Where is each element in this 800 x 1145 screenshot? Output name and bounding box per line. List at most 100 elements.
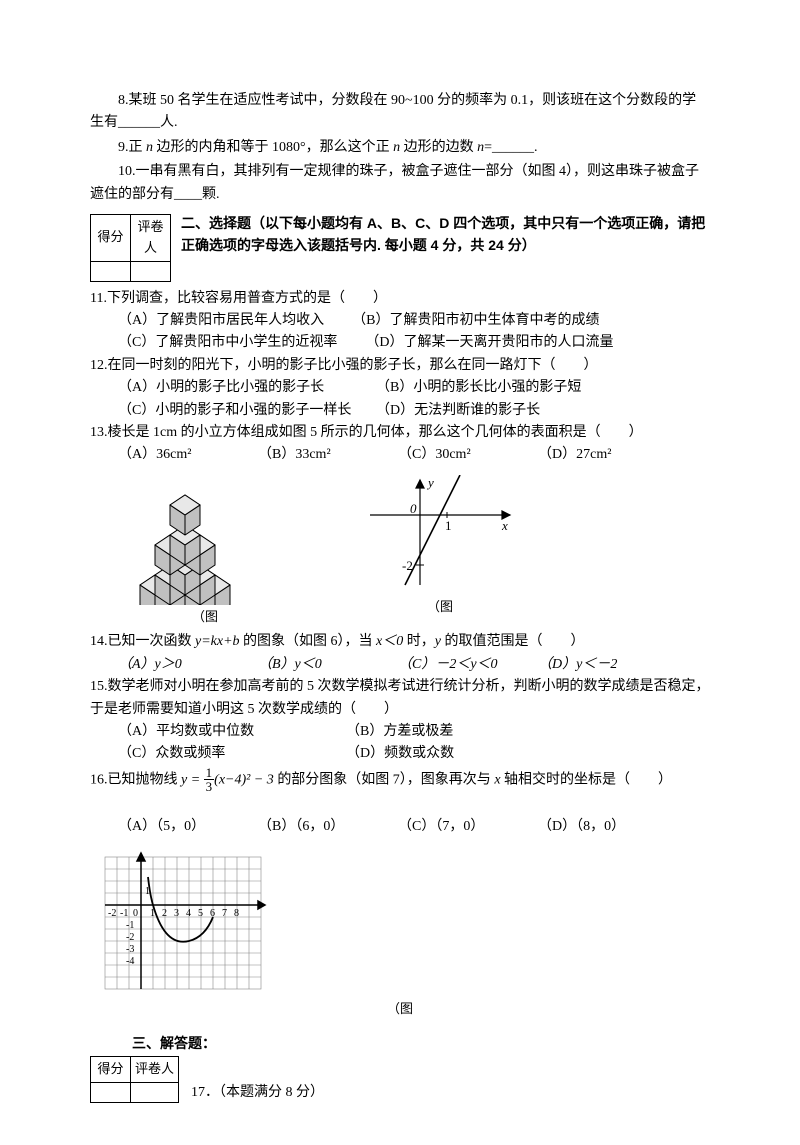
score-header-2: 评卷人: [131, 214, 171, 261]
q13-c: （C）30cm²: [398, 444, 538, 466]
q14-post: 时，: [403, 634, 435, 649]
figure-row-5-6: （图 0 1 x y -2 （图: [130, 475, 710, 628]
q9-n1: n: [146, 140, 153, 155]
figure-6: 0 1 x y -2 （图: [360, 475, 520, 628]
q12-c: （C）小明的影子和小强的影子一样长: [118, 400, 348, 422]
score-table-1: 得分 评卷人: [90, 214, 171, 282]
score-header-2b: 评卷人: [131, 1057, 179, 1083]
q15-a: （A）平均数或中位数: [118, 721, 318, 743]
q14-mid: 的图象（如图 6），当: [240, 634, 377, 649]
q14-pre: 14.已知一次函数: [90, 634, 195, 649]
question-15-options: （A）平均数或中位数 （B）方差或极差 （C）众数或频率 （D）频数或众数: [90, 721, 710, 766]
section-3: 三、解答题： 得分 评卷人 17．（本题满分 8 分）: [90, 1032, 710, 1105]
line-graph-icon: 0 1 x y -2: [360, 475, 520, 595]
question-14-options: （A）y＞0 （B）y＜0 （C）－2＜y＜0 （D）y＜－2: [90, 654, 710, 676]
svg-text:-2: -2: [402, 558, 413, 573]
svg-text:-4: -4: [126, 956, 134, 967]
q16-num: 1: [204, 766, 215, 781]
figure-5: （图: [130, 475, 280, 628]
question-9: 9.正 n 边形的内角和等于 1080°，那么这个正 n 边形的边数 n=___…: [90, 137, 710, 159]
svg-text:3: 3: [174, 908, 179, 919]
figure-7-caption: （图: [90, 999, 710, 1020]
cubes-icon: [130, 475, 280, 605]
question-11-options: （A）了解贵阳市居民年人均收入 （B）了解贵阳市初中生体育中考的成绩 （C）了解…: [90, 310, 710, 355]
q16-func-post: (x−4)² − 3: [214, 772, 274, 787]
question-12-options: （A）小明的影子比小强的影子长 （B）小明的影长比小强的影子短 （C）小明的影子…: [90, 377, 710, 422]
svg-text:5: 5: [198, 908, 203, 919]
question-16-stem: 16.已知抛物线 y = 13(x−4)² − 3 的部分图象（如图 7），图象…: [90, 766, 710, 794]
svg-text:0: 0: [410, 501, 417, 516]
q15-d: （D）频数或众数: [346, 743, 454, 765]
svg-text:-2: -2: [126, 932, 134, 943]
q16-pre: 16.已知抛物线: [90, 772, 181, 787]
q14-c: （C）－2＜y＜0: [398, 654, 538, 676]
score-header-1b: 得分: [91, 1057, 131, 1083]
svg-text:1: 1: [150, 908, 155, 919]
svg-text:-1: -1: [126, 920, 134, 931]
svg-text:y: y: [426, 475, 434, 490]
svg-text:2: 2: [162, 908, 167, 919]
svg-text:x: x: [501, 518, 508, 533]
svg-text:-2: -2: [108, 908, 116, 919]
svg-text:-3: -3: [126, 944, 134, 955]
svg-text:0: 0: [133, 908, 138, 919]
svg-text:1: 1: [445, 518, 452, 533]
q13-a: （A）36cm²: [118, 444, 258, 466]
q15-c: （C）众数或频率: [118, 743, 318, 765]
q11-b: （B）了解贵阳市初中生体育中考的成绩: [352, 310, 599, 332]
question-17: 17．（本题满分 8 分）: [191, 1082, 324, 1104]
q16-fraction: 13: [204, 766, 215, 794]
q15-b: （B）方差或极差: [346, 721, 453, 743]
question-16-options: （A）（5，0） （B）（6，0） （C）（7，0） （D）（8，0）: [90, 816, 710, 838]
question-8: 8.某班 50 名学生在适应性考试中，分数段在 90~100 分的频率为 0.1…: [90, 90, 710, 135]
svg-text:1: 1: [145, 886, 150, 897]
q16-blankline: [90, 794, 710, 816]
q16-post: 轴相交时的坐标是（ ）: [501, 772, 673, 787]
q16-c: （C）（7，0）: [398, 816, 538, 838]
q12-b: （B）小明的影长比小强的影子短: [376, 377, 581, 399]
section-3-title: 三、解答题：: [90, 1032, 710, 1054]
section-2-title: 二、选择题（以下每小题均有 A、B、C、D 四个选项，其中只有一个选项正确，请把…: [171, 212, 710, 257]
svg-text:6: 6: [210, 908, 215, 919]
q16-a: （A）（5，0）: [118, 816, 258, 838]
q16-b: （B）（6，0）: [258, 816, 398, 838]
q11-d: （D）了解某一天离开贵阳市的人口流量: [365, 332, 613, 354]
svg-text:7: 7: [222, 908, 227, 919]
q14-b: （B）y＜0: [258, 654, 398, 676]
q16-func-pre: y =: [181, 772, 204, 787]
q14-cond: x＜0: [376, 634, 403, 649]
question-13-stem: 13.棱长是 1cm 的小立方体组成如图 5 所示的几何体，那么这个几何体的表面…: [90, 422, 710, 444]
q14-post2: 的取值范围是（ ）: [441, 634, 585, 649]
q16-d: （D）（8，0）: [538, 816, 678, 838]
parabola-grid-icon: -2 -1 0 1 12 34 56 78 -1-2 -3-4: [90, 847, 270, 997]
score-header-1: 得分: [91, 214, 131, 261]
question-11-stem: 11.下列调查，比较容易用普查方式的是（ ）: [90, 288, 710, 310]
question-12-stem: 12.在同一时刻的阳光下，小明的影子比小强的影子长，那么在同一路灯下（ ）: [90, 355, 710, 377]
score-table-2: 得分 评卷人: [90, 1056, 179, 1103]
figure-5-caption: （图: [130, 607, 280, 628]
q12-a: （A）小明的影子比小强的影子长: [118, 377, 348, 399]
figure-7: -2 -1 0 1 12 34 56 78 -1-2 -3-4 （图: [90, 847, 710, 1020]
q9-mid: 边形的内角和等于 1080°，那么这个正: [153, 140, 393, 155]
figure-6-caption: （图: [360, 597, 520, 618]
q14-func: y=kx+b: [195, 634, 240, 649]
q11-a: （A）了解贵阳市居民年人均收入: [118, 310, 324, 332]
q12-d: （D）无法判断谁的影子长: [376, 400, 540, 422]
q11-c: （C）了解贵阳市中小学生的近视率: [118, 332, 337, 354]
q16-mid: 的部分图象（如图 7），图象再次与: [274, 772, 495, 787]
question-15-stem: 15.数学老师对小明在参加高考前的 5 次数学模拟考试进行统计分析，判断小明的数…: [90, 676, 710, 721]
q9-pre: 9.正: [118, 140, 146, 155]
q16-den: 3: [204, 780, 215, 794]
q14-a: （A）y＞0: [118, 654, 258, 676]
q13-d: （D）27cm²: [538, 444, 678, 466]
q9-post: 边形的边数: [400, 140, 477, 155]
q14-d: （D）y＜－2: [538, 654, 678, 676]
question-10: 10.一串有黑有白，其排列有一定规律的珠子，被盒子遮住一部分（如图 4），则这串…: [90, 161, 710, 206]
question-13-options: （A）36cm² （B）33cm² （C）30cm² （D）27cm²: [90, 444, 710, 466]
svg-text:-1: -1: [120, 908, 128, 919]
question-14-stem: 14.已知一次函数 y=kx+b 的图象（如图 6），当 x＜0 时，y 的取值…: [90, 631, 710, 653]
q9-eq: =______.: [484, 140, 537, 155]
svg-text:4: 4: [186, 908, 191, 919]
section-2-header: 得分 评卷人 二、选择题（以下每小题均有 A、B、C、D 四个选项，其中只有一个…: [90, 212, 710, 284]
svg-text:8: 8: [234, 908, 239, 919]
